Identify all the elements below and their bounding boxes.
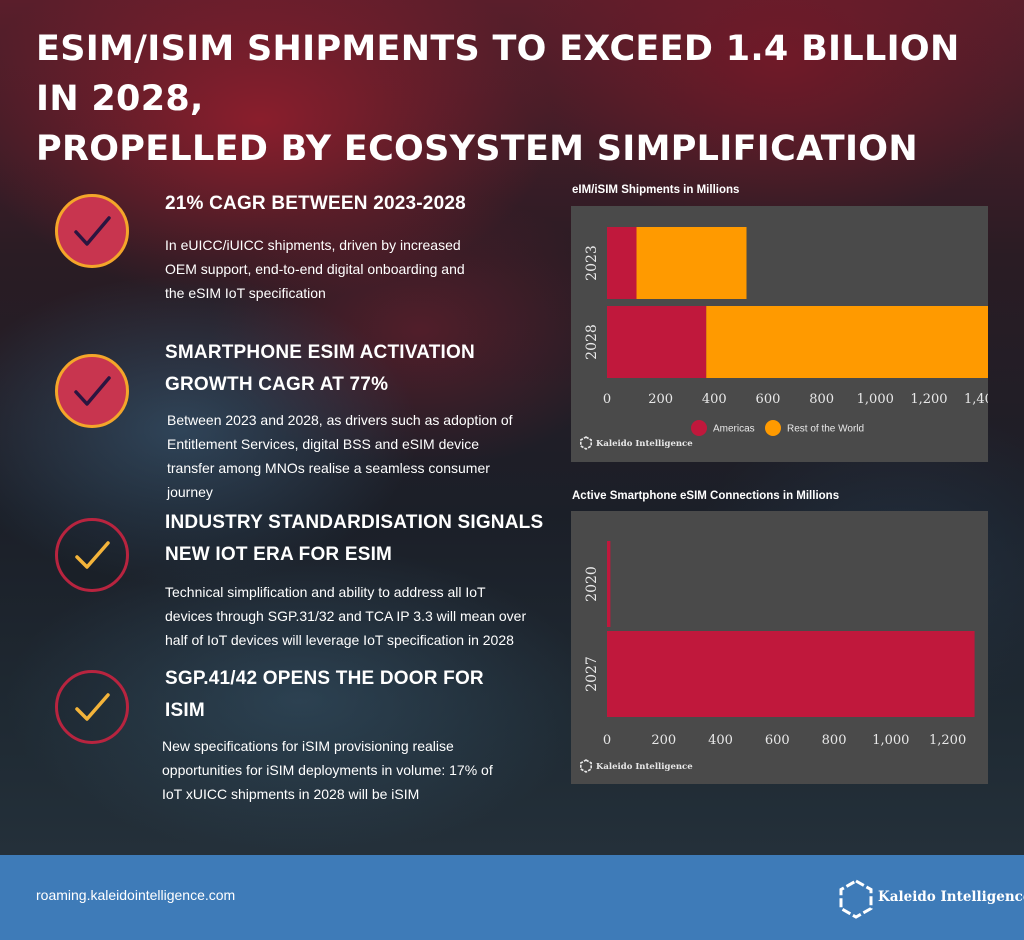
x-tick-label: 200 [651, 733, 676, 748]
x-tick-label: 800 [822, 733, 847, 748]
chart-1-panel: 2023 2028 0 200 400 600 800 1,000 1,200 1,400 Amer… [571, 206, 988, 462]
x-tick-label: 600 [765, 733, 790, 748]
point-1-title-line: 21% CAGR BETWEEN 2023-2028 [165, 193, 466, 214]
point-1-body: In eUICC/iUICC shipments, driven by incr… [165, 233, 465, 305]
x-tick-label: 0 [603, 733, 611, 748]
point-3-body-line: Technical simplification and ability to … [165, 584, 486, 600]
point-2-body-line: transfer among MNOs realise a seamless c… [167, 460, 490, 476]
point-3-title: INDUSTRY STANDARDISATION SIGNALS NEW IoT… [165, 507, 543, 571]
hexagon-logo-icon [839, 879, 873, 919]
watermark-text: Kaleido Intelligence [596, 762, 693, 772]
hexagon-logo-icon [580, 436, 593, 450]
category-label: 2020 [584, 566, 600, 602]
footer: roaming.kaleidointelligence.com Kaleido … [0, 855, 1024, 940]
x-tick-label: 1,000 [872, 733, 909, 748]
bar-2027-americas [607, 631, 975, 717]
check-icon [55, 194, 129, 268]
point-4-title-line: ISIM [165, 700, 205, 721]
check-icon [55, 670, 129, 744]
headline-line-2: PROPELLED BY ECOSYSTEM SIMPLIFICATION [36, 129, 918, 169]
point-4-body-line: IoT xUICC shipments in 2028 will be iSIM [162, 786, 420, 802]
watermark-logo: Kaleido Intelligence [580, 759, 693, 773]
x-tick-label: 800 [809, 392, 834, 407]
watermark-logo: Kaleido Intelligence [580, 436, 693, 450]
chart-2-title: Active Smartphone eSIM Connections in Mi… [572, 490, 840, 502]
x-tick-label: 200 [648, 392, 673, 407]
legend-swatch [691, 420, 707, 436]
x-tick-label: 400 [702, 392, 727, 407]
category-label: 2027 [584, 656, 600, 692]
point-4-title-line: SGP.41/42 OPENS THE DOOR FOR [165, 668, 484, 689]
point-1-body-line: In eUICC/iUICC shipments, driven by incr… [165, 237, 461, 253]
category-label: 2028 [584, 324, 600, 360]
point-3-body-line: half of IoT devices will leverage IoT sp… [165, 632, 514, 648]
bar-2023-rest-of-the-world [636, 227, 747, 299]
point-2-title-line: SMARTPHONE ESIM ACTIVATION [165, 342, 475, 363]
point-3-title-line: NEW IoT ERA FOR ESIM [165, 544, 393, 565]
x-tick-label: 1,400 [964, 392, 988, 407]
x-tick-label: 1,200 [910, 392, 947, 407]
headline: ESIM/ISIM SHIPMENTS TO EXCEED 1.4 BILLIO… [36, 24, 1006, 174]
point-2-body-line: journey [167, 484, 213, 500]
point-2-title-line: GROWTH CAGR AT 77% [165, 374, 389, 395]
legend-label: Americas [713, 424, 755, 435]
point-3-body-line: devices through SGP.31/32 and TCA IP 3.3… [165, 608, 527, 624]
watermark-text: Kaleido Intelligence [596, 439, 693, 449]
point-4-body-line: New specifications for iSIM provisioning… [162, 738, 454, 754]
chart-2-panel: 2020 2027 0 200 400 600 800 1,000 1,200 Kaleido I… [571, 511, 988, 784]
point-3-body: Technical simplification and ability to … [165, 580, 526, 652]
point-3-title-line: INDUSTRY STANDARDISATION SIGNALS [165, 512, 544, 533]
point-2-body-line: Entitlement Services, digital BSS and eS… [167, 436, 480, 452]
x-tick-label: 400 [708, 733, 733, 748]
legend-label: Rest of the World [787, 424, 864, 435]
bar-2028-americas [607, 306, 707, 378]
point-1-body-line: the eSIM IoT specification [165, 285, 326, 301]
point-2-body: Between 2023 and 2028, as drivers such a… [167, 408, 513, 504]
legend-swatch [765, 420, 781, 436]
footer-url[interactable]: roaming.kaleidointelligence.com [36, 887, 236, 903]
point-4-title: SGP.41/42 OPENS THE DOOR FOR ISIM [165, 663, 484, 727]
chart-1-svg: 2023 2028 0 200 400 600 800 1,000 1,200 1,400 Amer… [580, 227, 988, 450]
bar-2028-rest-of-the-world [706, 306, 988, 378]
bar-2020-americas [607, 541, 611, 627]
check-icon [55, 354, 129, 428]
x-tick-label: 1,000 [857, 392, 894, 407]
hexagon-logo-icon [580, 759, 593, 773]
point-4-body-line: opportunities for iSIM deployments in vo… [162, 762, 493, 778]
x-tick-label: 1,200 [929, 733, 966, 748]
chart-1-title: eIM/iSIM Shipments in Millions [572, 184, 740, 196]
footer-logo-text: Kaleido Intelligence [878, 889, 1024, 905]
point-1-body-line: OEM support, end-to-end digital onboardi… [165, 261, 465, 277]
chart-2-svg: 2020 2027 0 200 400 600 800 1,000 1,200 Kaleido I… [580, 541, 975, 773]
category-label: 2023 [584, 245, 600, 281]
headline-line-1: ESIM/ISIM SHIPMENTS TO EXCEED 1.4 BILLIO… [36, 29, 960, 119]
point-2-title: SMARTPHONE ESIM ACTIVATION GROWTH CAGR A… [165, 337, 475, 401]
point-4-body: New specifications for iSIM provisioning… [162, 734, 493, 806]
x-tick-label: 600 [756, 392, 781, 407]
footer-logo: Kaleido Intelligence [836, 877, 1024, 921]
point-2-body-line: Between 2023 and 2028, as drivers such a… [167, 412, 513, 428]
bar-2023-americas [607, 227, 637, 299]
check-icon [55, 518, 129, 592]
point-1-title: 21% CAGR BETWEEN 2023-2028 [165, 188, 466, 220]
x-tick-label: 0 [603, 392, 611, 407]
